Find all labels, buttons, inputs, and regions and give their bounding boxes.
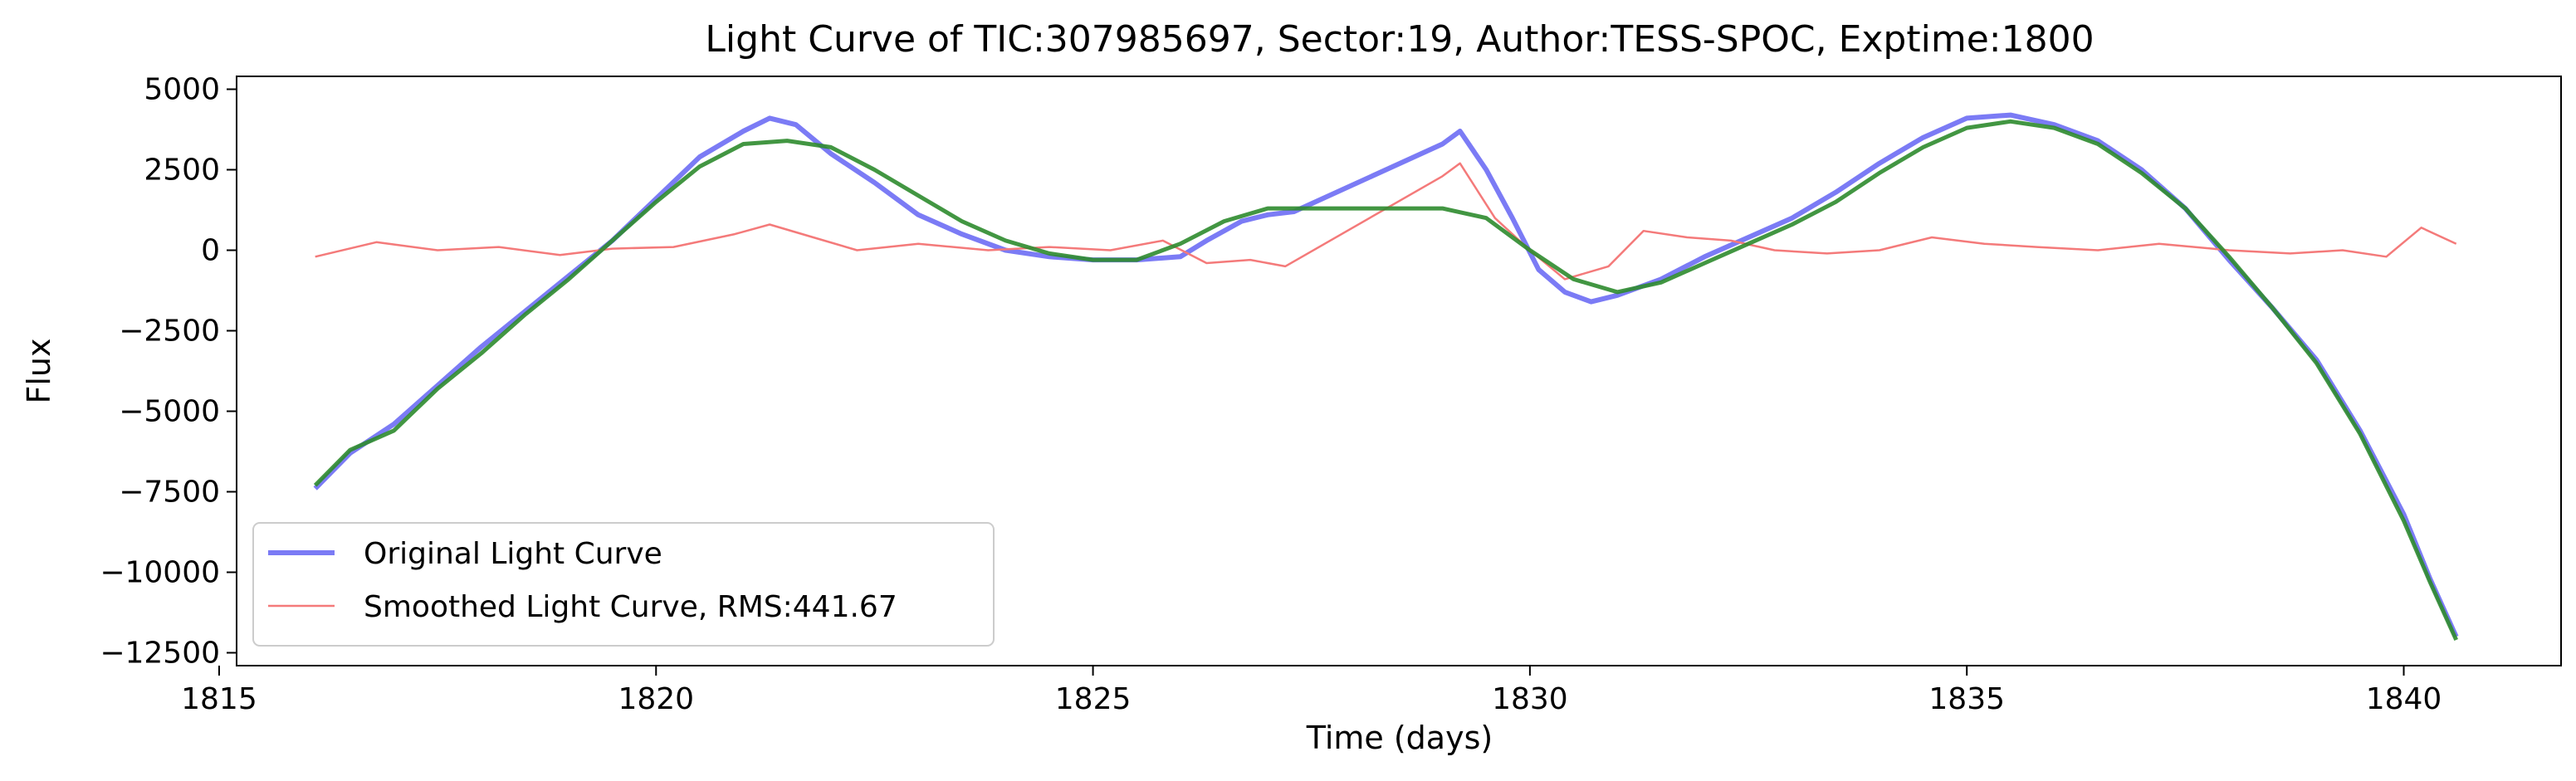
y-tick-label: −2500	[119, 315, 220, 349]
y-tick-label: −12500	[100, 636, 220, 670]
series-fit-curve	[313, 119, 2458, 642]
y-tick-label: −10000	[100, 555, 220, 589]
y-tick-label: −5000	[119, 394, 220, 428]
legend-label-smoothed: Smoothed Light Curve, RMS:441.67	[364, 590, 897, 624]
y-tick-label: 2500	[144, 154, 220, 188]
x-tick-label: 1820	[618, 682, 694, 716]
x-tick-label: 1830	[1492, 682, 1568, 716]
y-tick-label: −7500	[119, 475, 220, 509]
x-tick-label: 1815	[181, 682, 257, 716]
x-axis-label: Time (days)	[1306, 720, 1493, 756]
y-axis-ticks: 5000 2500 0 −2500 −5000 −7500 −10000 −12500	[100, 73, 237, 670]
y-axis-label: Flux	[21, 339, 57, 404]
x-tick-label: 1835	[1928, 682, 2005, 716]
series-layer	[313, 112, 2459, 642]
chart-title: Light Curve of TIC:307985697, Sector:19,…	[705, 18, 2094, 61]
x-tick-label: 1840	[2366, 682, 2442, 716]
y-tick-label: 5000	[144, 73, 220, 107]
legend-label-original: Original Light Curve	[364, 537, 662, 571]
x-tick-label: 1825	[1055, 682, 1132, 716]
plot-area	[236, 76, 2562, 666]
y-tick-label: 0	[201, 234, 220, 268]
legend-box	[252, 522, 995, 647]
x-axis-ticks: 1815 1820 1825 1830 1835 1840	[181, 666, 2442, 716]
series-smoothed-light-curve	[315, 162, 2457, 281]
series-original-light-curve	[313, 112, 2459, 638]
legend: Original Light Curve Smoothed Light Curv…	[252, 522, 995, 647]
axes-frame	[236, 76, 2562, 666]
